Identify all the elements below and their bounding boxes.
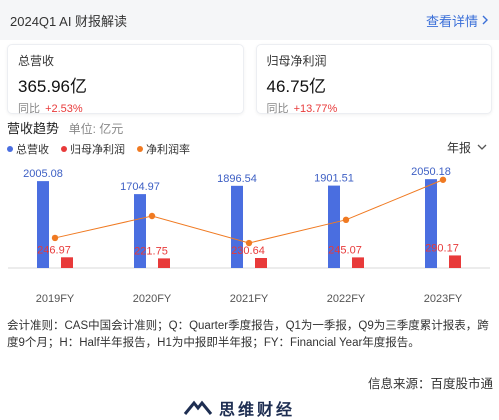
view-details-link[interactable]: 查看详情: [426, 11, 489, 30]
net-profit-yoy-value: +13.77%: [293, 103, 338, 115]
net-profit-bar: [352, 257, 364, 268]
chevron-down-icon: [477, 144, 487, 150]
legend-label: 净利润率: [146, 144, 190, 156]
net-profit-label: 归母净利润: [266, 54, 327, 68]
revenue-data-label: 1901.51: [314, 173, 354, 185]
header-title: 2024Q1 AI 财报解读: [10, 13, 128, 29]
revenue-bar: [425, 179, 437, 268]
net-profit-bar: [255, 258, 267, 268]
net-profit-data-label: 230.64: [231, 245, 265, 257]
legend-dot-icon: [61, 146, 67, 152]
revenue-data-label: 1704.97: [120, 181, 160, 193]
chart-legend: 总营收 归母净利润 净利润率: [7, 141, 190, 157]
summary-cards: 总营收 365.96亿 同比 +2.53% 归母净利润 46.75亿 同比 +1…: [7, 44, 492, 116]
net-profit-data-label: 246.97: [37, 244, 71, 256]
net-profit-card[interactable]: 归母净利润 46.75亿 同比 +13.77%: [255, 44, 492, 116]
revenue-trend-title: 营收趋势 单位: 亿元: [7, 118, 123, 137]
revenue-bar: [328, 185, 340, 268]
revenue-yoy: 同比 +2.53%: [18, 100, 233, 116]
revenue-data-label: 2050.18: [411, 166, 451, 178]
legend-item-revenue[interactable]: 总营收: [7, 141, 49, 157]
x-tick-label: 2020FY: [133, 293, 172, 305]
x-tick-label: 2021FY: [230, 293, 269, 305]
net-profit-bar: [158, 258, 170, 268]
net-profit-yoy: 同比 +13.77%: [267, 100, 482, 116]
revenue-data-label: 1896.54: [217, 173, 257, 185]
revenue-card[interactable]: 总营收 365.96亿 同比 +2.53%: [7, 44, 244, 116]
revenue-bar: [134, 194, 146, 268]
net-profit-yoy-label: 同比: [266, 103, 289, 115]
chevron-right-icon: [482, 15, 488, 25]
legend-item-net-profit[interactable]: 归母净利润: [61, 141, 125, 157]
legend-label: 总营收: [16, 144, 49, 156]
margin-point: [439, 176, 447, 183]
x-tick-label: 2023FY: [424, 293, 463, 305]
margin-point: [342, 216, 350, 224]
legend-dot-icon: [137, 146, 143, 152]
x-tick-label: 2022FY: [327, 293, 366, 305]
legend-item-margin[interactable]: 净利润率: [137, 141, 190, 157]
revenue-yoy-label: 同比: [18, 103, 40, 115]
view-details-label[interactable]: 查看详情: [425, 13, 478, 29]
header-bar: 2024Q1 AI 财报解读 查看详情: [0, 0, 499, 40]
margin-point: [51, 234, 59, 242]
x-tick-label: 2019FY: [36, 293, 75, 305]
period-selected[interactable]: 年报: [446, 141, 471, 155]
revenue-value: 365.96亿: [18, 77, 87, 96]
period-dropdown[interactable]: 年报: [447, 139, 487, 156]
net-profit-data-label: 221.75: [134, 245, 168, 257]
unit-label: 单位: 亿元: [68, 122, 124, 136]
margin-line: [54, 179, 444, 244]
net-profit-bar: [449, 255, 461, 268]
revenue-data-label: 2005.08: [23, 168, 63, 180]
legend-dot-icon: [7, 146, 13, 152]
section-title-text: 营收趋势: [7, 121, 60, 136]
legend-label: 归母净利润: [70, 144, 125, 156]
revenue-bar: [231, 185, 243, 268]
net-profit-data-label: 290.17: [425, 242, 459, 254]
source-text: 信息来源：百度股市通: [367, 377, 493, 391]
margin-point: [245, 239, 253, 247]
net-profit-value: 46.75亿: [266, 77, 327, 96]
accounting-notes: 会计准则：CAS中国会计准则；Q：Quarter季度报告，Q1为一季报，Q9为三…: [7, 320, 489, 349]
brand-logo: 思维财经: [183, 396, 295, 420]
logo-mark-icon: [183, 400, 213, 415]
revenue-yoy-value: +2.53%: [45, 103, 83, 115]
revenue-label: 总营收: [18, 54, 55, 68]
logo-text: 思维财经: [219, 402, 296, 419]
revenue-bar: [37, 181, 49, 268]
net-profit-bar: [61, 257, 73, 268]
net-profit-data-label: 245.07: [328, 244, 362, 256]
margin-point: [148, 212, 156, 220]
revenue-chart: 2005.08 246.97 2019FY 1704.97 221.75 2020FY 18…: [8, 166, 490, 305]
